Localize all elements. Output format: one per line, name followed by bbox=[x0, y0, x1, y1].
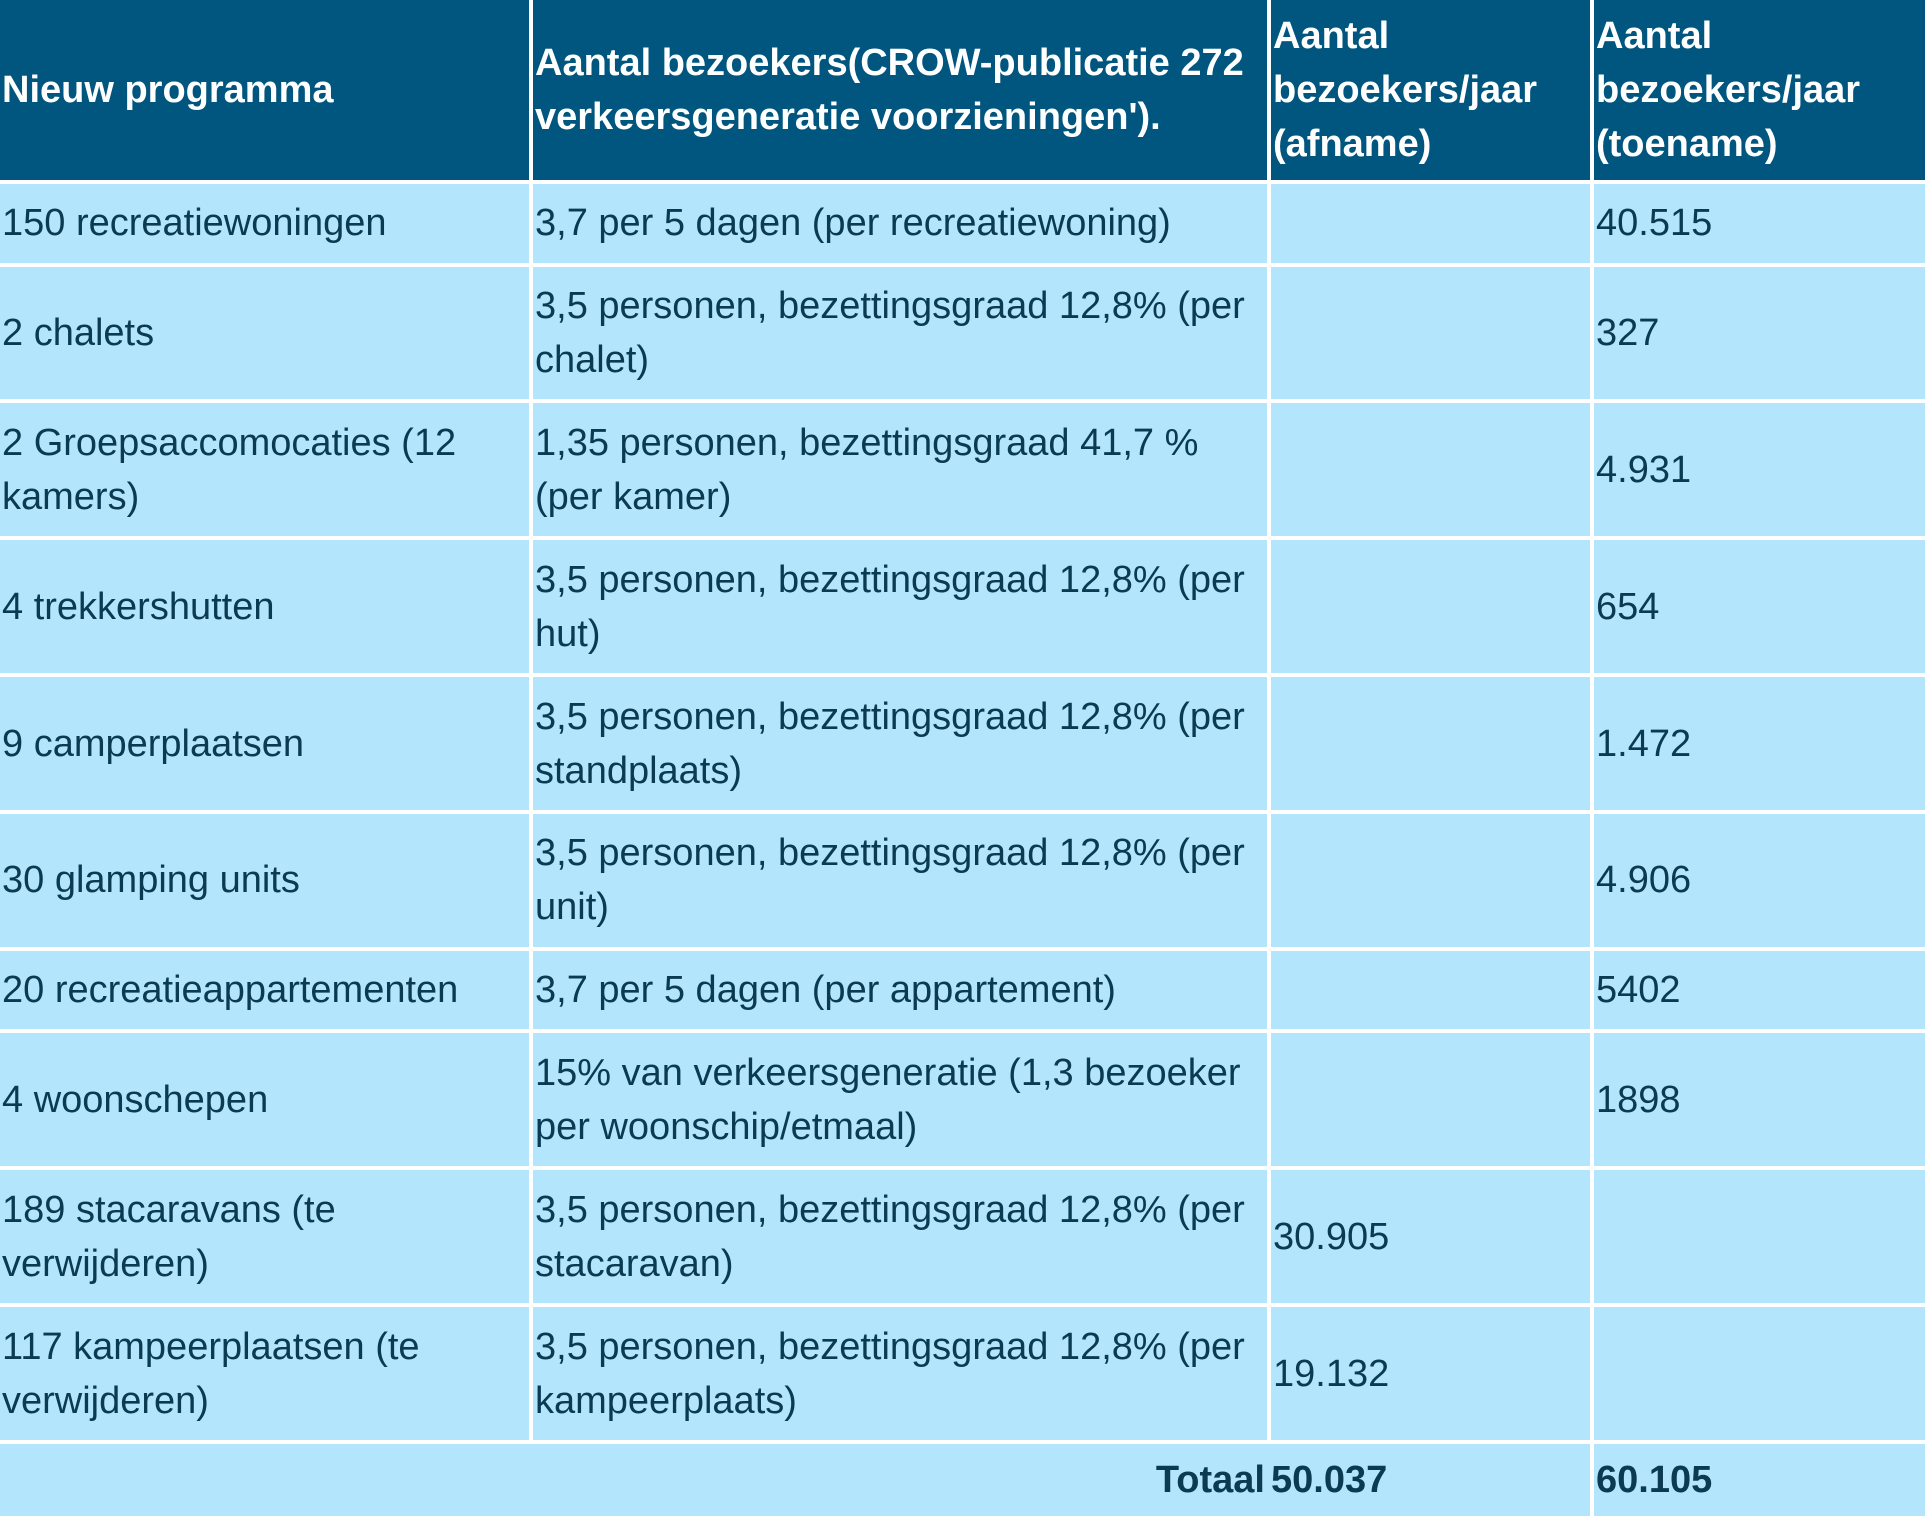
cell-toename: 1898 bbox=[1592, 1031, 1925, 1171]
cell-afname bbox=[1269, 401, 1594, 541]
table-row: 2 chalets 3,5 personen, bezettingsgraad … bbox=[0, 264, 1925, 404]
cell-bezoekers: 3,5 personen, bezettingsgraad 12,8% (per… bbox=[531, 1168, 1271, 1308]
table-row: 4 trekkershutten 3,5 personen, bezetting… bbox=[0, 538, 1925, 678]
cell-afname bbox=[1269, 538, 1594, 678]
cell-programma: 4 trekkershutten bbox=[0, 538, 533, 678]
cell-toename: 5402 bbox=[1592, 948, 1925, 1034]
table-row: 4 woonschepen 15% van verkeersgeneratie … bbox=[0, 1031, 1925, 1171]
cell-toename bbox=[1592, 1168, 1925, 1308]
cell-programma: 9 camperplaatsen bbox=[0, 675, 533, 814]
cell-programma: 20 recreatieappartementen bbox=[0, 948, 533, 1034]
cell-afname bbox=[1269, 1031, 1594, 1171]
cell-toename: 654 bbox=[1592, 538, 1925, 678]
cell-programma: 189 stacaravans (te verwijderen) bbox=[0, 1168, 533, 1308]
table-row: 9 camperplaatsen 3,5 personen, bezetting… bbox=[0, 675, 1925, 814]
cell-afname bbox=[1269, 182, 1594, 267]
cell-programma: 30 glamping units bbox=[0, 811, 533, 951]
cell-bezoekers: 1,35 personen, bezettingsgraad 41,7 % (p… bbox=[531, 401, 1271, 541]
cell-afname bbox=[1269, 811, 1594, 951]
cell-toename: 4.931 bbox=[1592, 401, 1925, 541]
table-row: 30 glamping units 3,5 personen, bezettin… bbox=[0, 811, 1925, 951]
cell-toename: 327 bbox=[1592, 264, 1925, 404]
header-row: Nieuw programma Aantal bezoekers(CROW-pu… bbox=[0, 0, 1925, 184]
cell-afname: 30.905 bbox=[1269, 1168, 1594, 1308]
cell-bezoekers: 3,7 per 5 dagen (per recreatiewoning) bbox=[531, 182, 1271, 267]
cell-bezoekers: 3,5 personen, bezettingsgraad 12,8% (per… bbox=[531, 264, 1271, 404]
header-aantal-bezoekers: Aantal bezoekers(CROW-publicatie 272 ver… bbox=[531, 0, 1271, 184]
cell-bezoekers: 3,5 personen, bezettingsgraad 12,8% (per… bbox=[531, 1305, 1271, 1444]
total-toename: 60.105 bbox=[1592, 1442, 1925, 1516]
table-row: 2 Groepsaccomocaties (12 kamers) 1,35 pe… bbox=[0, 401, 1925, 541]
cell-bezoekers: 3,7 per 5 dagen (per appartement) bbox=[531, 948, 1271, 1034]
table-row: 189 stacaravans (te verwijderen) 3,5 per… bbox=[0, 1168, 1925, 1308]
total-row: Totaal 50.037 60.105 bbox=[0, 1442, 1925, 1516]
total-label: Totaal bbox=[0, 1442, 1269, 1516]
cell-afname bbox=[1269, 675, 1594, 814]
cell-programma: 117 kampeerplaatsen (te verwijderen) bbox=[0, 1305, 533, 1444]
cell-afname: 19.132 bbox=[1269, 1305, 1594, 1444]
cell-afname bbox=[1269, 948, 1594, 1034]
cell-afname bbox=[1269, 264, 1594, 404]
cell-toename: 40.515 bbox=[1592, 182, 1925, 267]
table-row: 20 recreatieappartementen 3,7 per 5 dage… bbox=[0, 948, 1925, 1034]
cell-programma: 4 woonschepen bbox=[0, 1031, 533, 1171]
table-row: 117 kampeerplaatsen (te verwijderen) 3,5… bbox=[0, 1305, 1925, 1444]
cell-programma: 2 chalets bbox=[0, 264, 533, 404]
total-afname: 50.037 bbox=[1269, 1442, 1594, 1516]
header-toename: Aantal bezoekers/jaar (toename) bbox=[1592, 0, 1925, 184]
cell-bezoekers: 3,5 personen, bezettingsgraad 12,8% (per… bbox=[531, 675, 1271, 814]
cell-bezoekers: 3,5 personen, bezettingsgraad 12,8% (per… bbox=[531, 811, 1271, 951]
cell-toename bbox=[1592, 1305, 1925, 1444]
cell-toename: 1.472 bbox=[1592, 675, 1925, 814]
header-afname: Aantal bezoekers/jaar (afname) bbox=[1269, 0, 1594, 184]
header-nieuw-programma: Nieuw programma bbox=[0, 0, 533, 184]
cell-programma: 150 recreatiewoningen bbox=[0, 182, 533, 267]
cell-bezoekers: 3,5 personen, bezettingsgraad 12,8% (per… bbox=[531, 538, 1271, 678]
table-row: 150 recreatiewoningen 3,7 per 5 dagen (p… bbox=[0, 182, 1925, 267]
cell-toename: 4.906 bbox=[1592, 811, 1925, 951]
cell-bezoekers: 15% van verkeersgeneratie (1,3 bezoeker … bbox=[531, 1031, 1271, 1171]
cell-programma: 2 Groepsaccomocaties (12 kamers) bbox=[0, 401, 533, 541]
